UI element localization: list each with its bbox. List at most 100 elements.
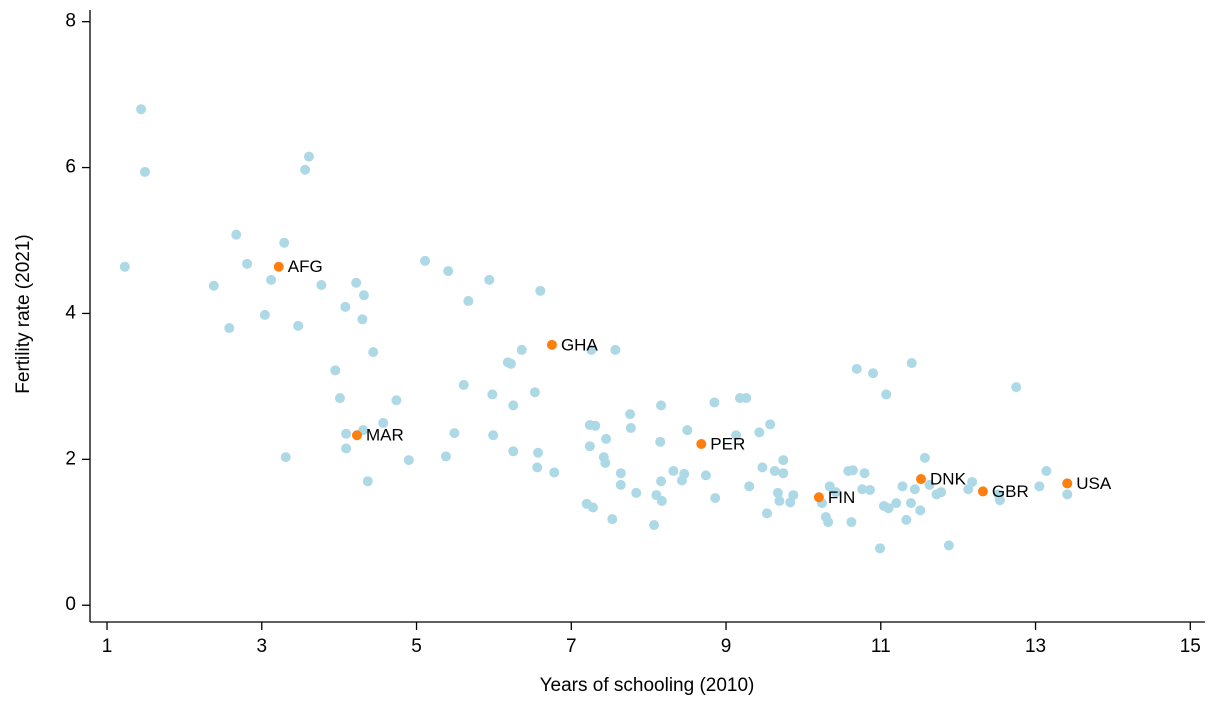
point [754,427,765,438]
point [682,425,693,436]
point [847,465,858,476]
point [443,266,454,277]
point [484,274,495,285]
point [546,339,557,350]
point [293,320,304,331]
point [231,229,242,240]
point [607,514,618,525]
point [303,151,314,162]
y-tick-label: 8 [65,11,76,32]
point [778,455,789,466]
point [136,104,147,115]
point [587,502,598,513]
point [549,467,560,478]
point [378,417,389,428]
point [656,495,667,506]
point-label: PER [710,435,745,454]
point [943,540,954,551]
point [757,462,768,473]
point [529,387,540,398]
point [851,363,862,374]
point [463,296,474,307]
point [368,347,379,358]
point [977,486,988,497]
y-axis-label: Fertility rate (2021) [13,234,34,393]
point [279,237,290,248]
point [487,389,498,400]
point [774,495,785,506]
point [224,323,235,334]
point [709,397,720,408]
point [864,484,875,495]
point [1011,382,1022,393]
point [916,474,927,485]
x-tick-label: 9 [721,636,732,657]
point [119,261,130,272]
point [334,393,345,404]
point [967,476,978,487]
point [772,487,783,498]
x-tick-label: 15 [1180,636,1201,657]
point [280,452,291,463]
point [994,495,1005,506]
point [362,476,373,487]
point [615,479,626,490]
point [615,468,626,479]
point [901,514,912,525]
point [259,309,270,320]
point [488,430,499,441]
point [610,344,621,355]
point [273,261,284,272]
point [584,441,595,452]
point [778,468,789,479]
point [696,439,707,450]
point [649,519,660,530]
x-tick-label: 5 [411,636,422,657]
point [351,430,362,441]
point [857,484,868,495]
point-label: GHA [561,335,599,354]
point [341,443,352,454]
point [823,517,834,528]
point [631,487,642,498]
point-label: MAR [366,426,404,445]
point [208,280,219,291]
point [403,455,414,466]
point [875,543,886,554]
point [936,487,947,498]
point [881,389,892,400]
point [330,365,341,376]
x-axis-label: Years of schooling (2010) [540,675,755,696]
point [656,400,667,411]
point [919,452,930,463]
point [897,481,908,492]
point [535,285,546,296]
point [300,164,311,175]
point [586,344,597,355]
point [625,409,636,420]
point-label: DNK [930,470,967,489]
point [601,433,612,444]
point [532,462,543,473]
point [516,344,527,355]
point [600,457,611,468]
point [340,301,351,312]
point [859,468,870,479]
point [915,505,926,516]
point [505,358,516,369]
point [449,428,460,439]
point [924,479,935,490]
point [906,358,917,369]
point [656,476,667,487]
point [1041,466,1052,477]
point [788,490,799,501]
point [420,255,431,266]
point [242,258,253,269]
point [891,498,902,509]
point [316,279,327,290]
x-tick-label: 13 [1025,636,1046,657]
point [813,492,824,503]
point [1062,489,1073,500]
point [625,422,636,433]
y-tick-label: 0 [65,594,76,615]
